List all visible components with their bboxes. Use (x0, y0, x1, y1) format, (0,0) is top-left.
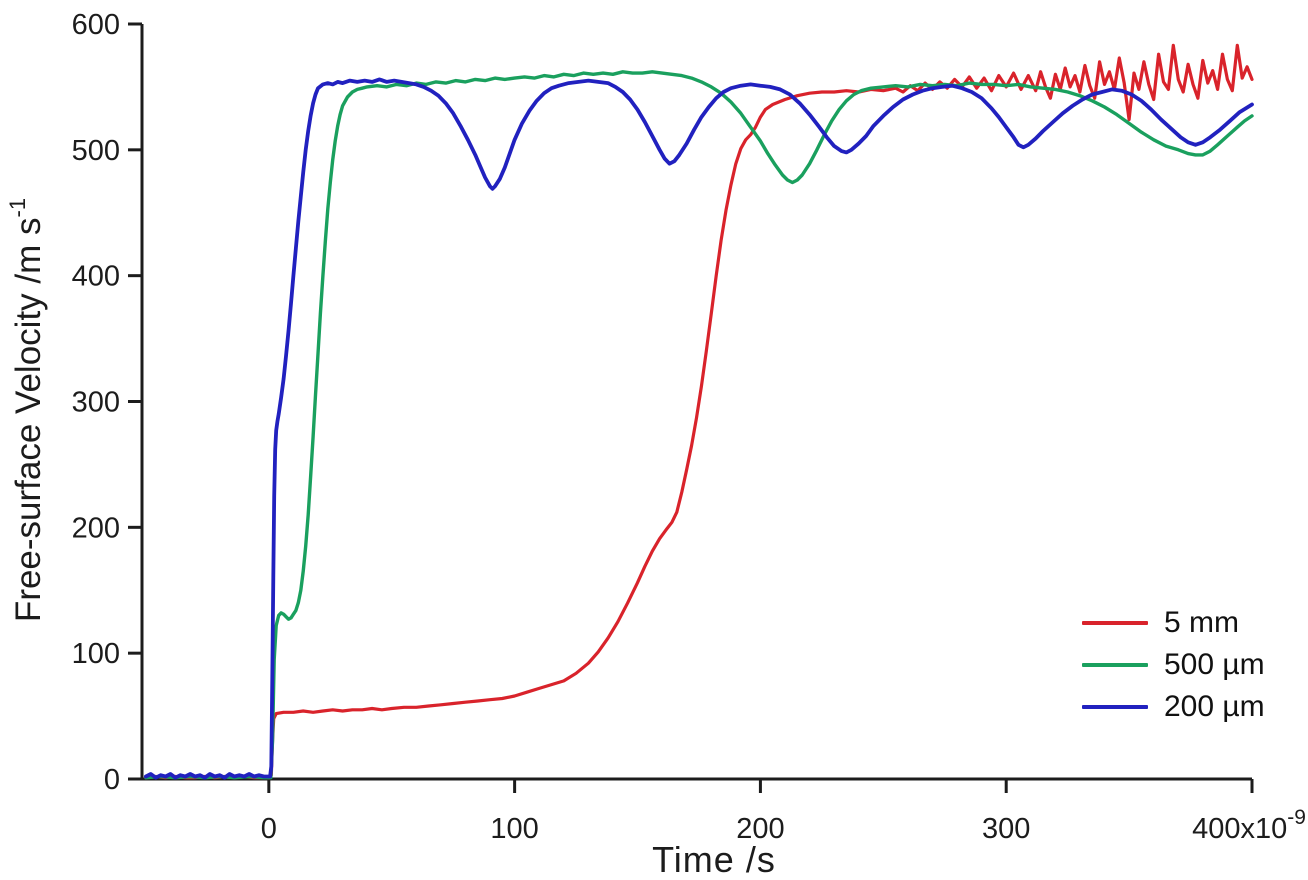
legend-label-5mm: 5 mm (1164, 606, 1239, 639)
y-tick-label: 0 (104, 764, 120, 796)
y-tick-label: 100 (72, 638, 120, 670)
y-tick-label: 400 (72, 261, 120, 293)
legend-line-5mm-swatch (1082, 621, 1148, 625)
legend: 5 mm 500 µm 200 µm (1082, 602, 1265, 728)
legend-label-500um: 500 µm (1164, 648, 1265, 681)
series-line-5-mm (144, 43, 1254, 780)
x-tick-label: 0 (261, 813, 277, 845)
legend-line-500um-swatch (1082, 663, 1148, 667)
y-tick-label: 600 (72, 9, 120, 41)
y-tick-label: 500 (72, 135, 120, 167)
series-line-500-µm (144, 70, 1254, 780)
x-tick-label: 400x10-9 (1192, 806, 1306, 845)
legend-item-5mm: 5 mm (1082, 602, 1265, 644)
y-tick-label: 200 (72, 512, 120, 544)
series-line-200-µm (143, 77, 1254, 780)
y-axis-title: Free-surface Velocity /m s-1 (5, 198, 48, 622)
legend-item-200um: 200 µm (1082, 686, 1265, 728)
legend-item-500um: 500 µm (1082, 644, 1265, 686)
y-tick-label: 300 (72, 387, 120, 419)
x-tick-label: 300 (982, 813, 1030, 845)
x-tick-label: 200 (736, 813, 784, 845)
x-axis-title: Time /s (652, 839, 776, 880)
legend-line-200um-swatch (1082, 705, 1148, 709)
x-tick-label: 100 (490, 813, 538, 845)
legend-label-200um: 200 µm (1164, 690, 1265, 723)
